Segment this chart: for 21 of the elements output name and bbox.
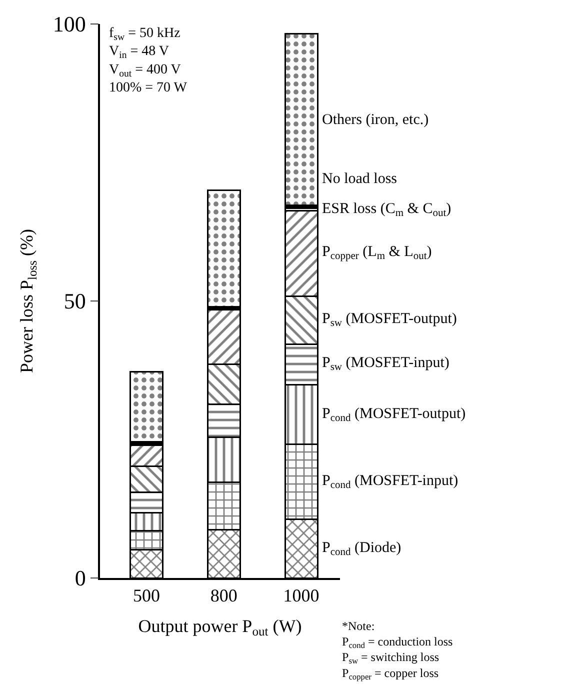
x-tick-label: 500 <box>132 585 160 606</box>
series-label: P$_{sw}$ (MOSFET-output) <box>322 311 457 330</box>
x-axis-title: Output power P$_{out}$ (W) <box>138 616 302 639</box>
series-label: P$_{cond}$ (MOSFET-input) <box>322 473 458 492</box>
series-label: P$_{cond}$ (Diode) <box>322 540 402 558</box>
bar <box>129 371 164 442</box>
bar <box>284 33 318 206</box>
series-label: P$_{cond}$ (MOSFET-output) <box>322 406 466 424</box>
series-label: ESR loss (C$_{m}$ & C$_{out}$) <box>322 201 452 220</box>
y-tick-label: 50 <box>64 288 86 314</box>
text: *Note: P$_{cond}$ = conduction loss P$_{sw}$ = switching loss P$_{copper}$ = copper loss <box>342 619 453 682</box>
series-label: P$_{sw}$ (MOSFET-input) <box>322 355 450 374</box>
series-label: P$_{copper}$ (L$_{m}$ & L$_{out}$) <box>322 244 432 262</box>
bar <box>206 189 241 308</box>
series-label: No load loss <box>322 171 398 187</box>
y-tick-label: 100 <box>52 12 86 37</box>
series-label: Others (iron, etc.) <box>322 112 429 128</box>
x-tick-label: 800 <box>210 585 238 606</box>
y-tick-label: 0 <box>74 566 86 591</box>
x-tick-label: 1000 <box>283 585 320 606</box>
text: f$_{sw}$ = 50 kHz V$_{in}$ = 48 V V$_{out}$ = 400 V 100% = 70 W <box>109 26 188 96</box>
